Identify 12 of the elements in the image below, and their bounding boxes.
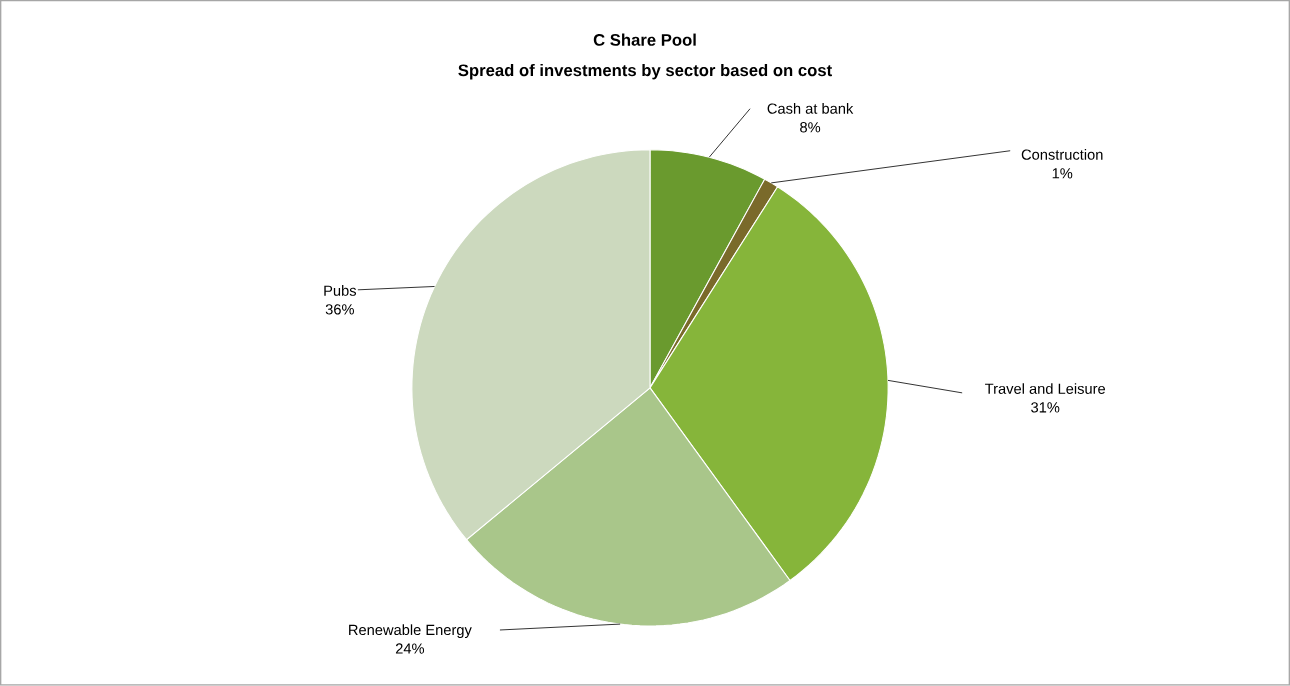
slice-label: Renewable Energy [349,624,472,639]
data-label: 24% [395,643,425,654]
slice-label: Cash at bank [767,103,854,114]
slice-label: Pubs [324,285,357,297]
chart-subtitle: Spread of investments by sector based on cost [458,64,832,80]
chart-title: C Share Pool [593,33,696,46]
slice-label: Construction [1021,149,1103,160]
data-label: 1% [1052,168,1073,179]
slice-label: Travel and Leisure [985,383,1106,395]
data-label: 8% [800,122,821,133]
data-label: 31% [1031,402,1060,413]
data-label: 36% [325,304,354,315]
